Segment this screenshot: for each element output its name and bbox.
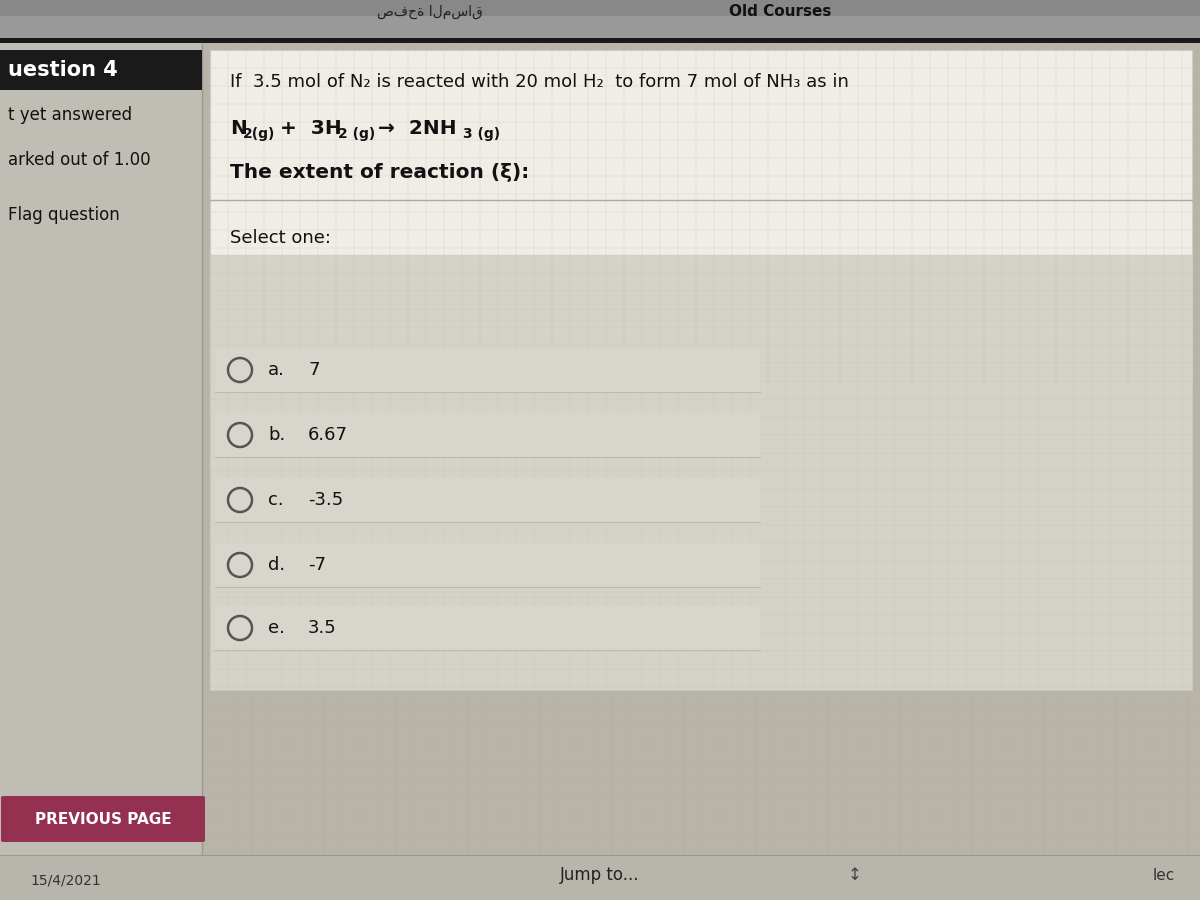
Text: 3.5: 3.5: [308, 619, 337, 637]
Text: Old Courses: Old Courses: [728, 4, 832, 20]
Text: Flag question: Flag question: [8, 206, 120, 224]
FancyBboxPatch shape: [215, 478, 760, 522]
Text: Select one:: Select one:: [230, 229, 331, 247]
FancyBboxPatch shape: [0, 38, 1200, 43]
Text: PREVIOUS PAGE: PREVIOUS PAGE: [35, 812, 172, 826]
FancyBboxPatch shape: [215, 543, 760, 587]
Text: lec: lec: [1153, 868, 1175, 883]
Text: 15/4/2021: 15/4/2021: [30, 873, 101, 887]
Text: d.: d.: [268, 556, 286, 574]
FancyBboxPatch shape: [1, 796, 205, 842]
Text: The extent of reaction (ξ):: The extent of reaction (ξ):: [230, 163, 529, 182]
Text: -3.5: -3.5: [308, 491, 343, 509]
Text: arked out of 1.00: arked out of 1.00: [8, 151, 151, 169]
Text: 2 (g): 2 (g): [338, 127, 376, 141]
Text: b.: b.: [268, 426, 286, 444]
Text: e.: e.: [268, 619, 284, 637]
Text: a.: a.: [268, 361, 284, 379]
FancyBboxPatch shape: [215, 348, 760, 392]
Text: If  3.5 mol of N₂ is reacted with 20 mol H₂  to form 7 mol of NH₃ as in: If 3.5 mol of N₂ is reacted with 20 mol …: [230, 73, 848, 91]
Text: -7: -7: [308, 556, 326, 574]
FancyBboxPatch shape: [215, 606, 760, 650]
Text: Jump to...: Jump to...: [560, 866, 640, 884]
Text: +  3H: + 3H: [280, 119, 342, 138]
FancyBboxPatch shape: [0, 0, 1200, 16]
FancyBboxPatch shape: [210, 50, 1192, 385]
Text: 2(g): 2(g): [242, 127, 275, 141]
Text: 7: 7: [308, 361, 319, 379]
Text: ↕: ↕: [848, 866, 862, 884]
Text: صفحة المساق: صفحة المساق: [377, 4, 482, 19]
Text: uestion 4: uestion 4: [8, 60, 118, 80]
Text: 6.67: 6.67: [308, 426, 348, 444]
Text: N: N: [230, 119, 247, 138]
FancyBboxPatch shape: [0, 0, 1200, 42]
FancyBboxPatch shape: [210, 255, 1192, 690]
Text: 3 (g): 3 (g): [463, 127, 500, 141]
Text: →  2NH: → 2NH: [378, 119, 457, 138]
FancyBboxPatch shape: [0, 50, 202, 90]
FancyBboxPatch shape: [0, 855, 1200, 900]
FancyBboxPatch shape: [0, 43, 202, 855]
Text: t yet answered: t yet answered: [8, 106, 132, 124]
Text: c.: c.: [268, 491, 283, 509]
FancyBboxPatch shape: [215, 413, 760, 457]
